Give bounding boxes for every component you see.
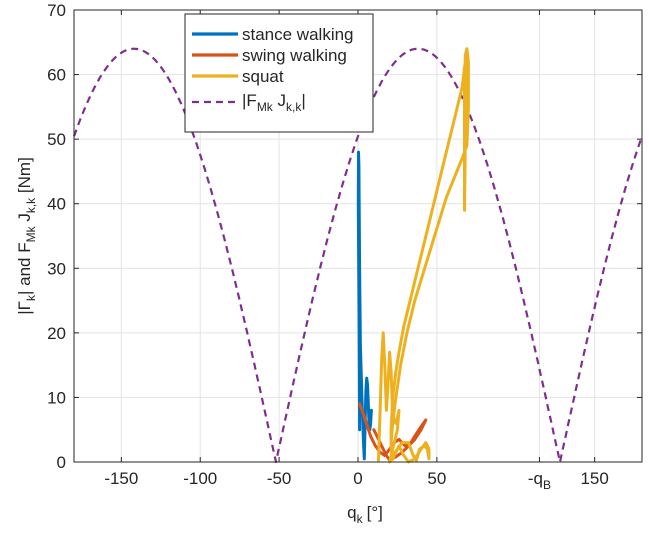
legend-dashed-sub-1: Mk bbox=[257, 100, 274, 114]
x-tick-label-special-sub: B bbox=[543, 478, 551, 492]
axis-ticks bbox=[74, 9, 642, 463]
x-tick-label: -150 bbox=[104, 469, 138, 488]
x-tick-labels: -150 -100 -50 0 50 150 -qB bbox=[104, 469, 609, 492]
legend-dashed-tail: | bbox=[301, 91, 305, 110]
y-tick-label: 30 bbox=[47, 259, 66, 278]
x-tick-label-special: -qB bbox=[528, 469, 551, 492]
y-axis-label-sub-1: k bbox=[24, 294, 38, 301]
legend: stance walking swing walking squat |FMk … bbox=[184, 13, 374, 133]
y-axis-label-part-2: | and F bbox=[15, 242, 34, 295]
y-axis-label-part-1: |Γ bbox=[15, 301, 34, 315]
legend-label-swing-walking: swing walking bbox=[242, 46, 347, 65]
y-tick-label: 50 bbox=[47, 130, 66, 149]
series-layer bbox=[72, 47, 644, 464]
legend-label-stance-walking: stance walking bbox=[242, 25, 354, 44]
series-line-0 bbox=[356, 150, 373, 461]
x-axis-label-sub: k bbox=[357, 512, 364, 526]
series-line-3 bbox=[72, 47, 644, 464]
x-tick-label: 0 bbox=[353, 469, 362, 488]
y-tick-labels: 0 10 20 30 40 50 60 70 bbox=[47, 1, 66, 472]
y-tick-label: 20 bbox=[47, 324, 66, 343]
y-tick-label: 40 bbox=[47, 195, 66, 214]
x-tick-label: 150 bbox=[580, 469, 608, 488]
series-line-2 bbox=[377, 47, 470, 464]
x-tick-label: -100 bbox=[183, 469, 217, 488]
legend-label-squat: squat bbox=[242, 67, 284, 86]
x-axis-label: qk [°] bbox=[347, 503, 383, 526]
x-tick-label: -50 bbox=[267, 469, 292, 488]
y-tick-label: 0 bbox=[57, 453, 66, 472]
y-tick-label: 70 bbox=[47, 1, 66, 20]
y-axis-label-sub-3: k,k bbox=[24, 197, 38, 213]
y-axis-label-part-3: J bbox=[15, 213, 34, 226]
legend-label-dashed: |FMk Jk,k| bbox=[242, 91, 306, 114]
legend-dashed-sub-2: k,k bbox=[286, 100, 302, 114]
legend-dashed-mid: J bbox=[273, 91, 286, 110]
x-axis-label-unit: [°] bbox=[367, 503, 383, 522]
y-axis-label: |Γk| and FMk Jk,k [Nm] bbox=[15, 157, 38, 315]
y-tick-label: 60 bbox=[47, 66, 66, 85]
legend-dashed-main: |F bbox=[242, 91, 257, 110]
x-axis-label-main: q bbox=[347, 503, 356, 522]
y-tick-label: 10 bbox=[47, 388, 66, 407]
y-axis-label-unit: [Nm] bbox=[15, 157, 34, 198]
x-tick-label: 50 bbox=[427, 469, 446, 488]
x-tick-label-special-main: -q bbox=[528, 469, 543, 488]
y-axis-label-sub-2: Mk bbox=[24, 225, 38, 242]
